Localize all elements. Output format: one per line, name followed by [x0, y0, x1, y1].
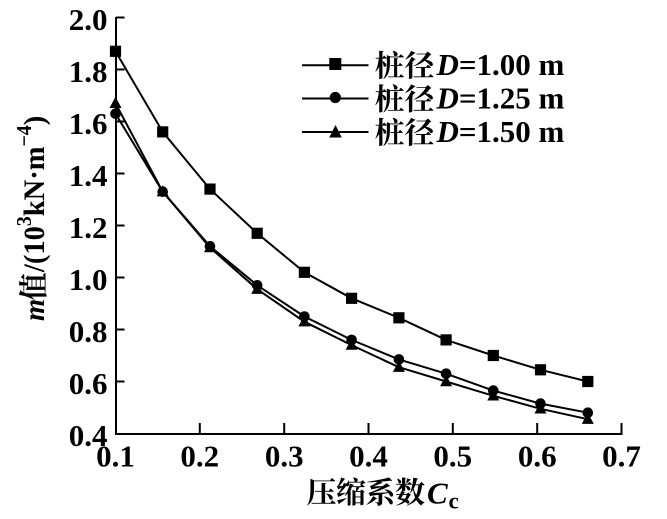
svg-text:0.2: 0.2 [180, 439, 219, 474]
svg-text:0.6: 0.6 [69, 366, 108, 401]
svg-text:1.8: 1.8 [69, 54, 108, 89]
svg-text:1.0: 1.0 [69, 262, 108, 297]
svg-text:c: c [449, 489, 459, 514]
svg-text:0.7: 0.7 [602, 439, 641, 474]
svg-text:0.8: 0.8 [69, 314, 108, 349]
svg-text:0.6: 0.6 [518, 439, 557, 474]
svg-text:D=1.25 m: D=1.25 m [436, 80, 565, 115]
svg-text:0.4: 0.4 [69, 418, 108, 453]
svg-text:D=1.00 m: D=1.00 m [436, 47, 565, 82]
svg-text:1.2: 1.2 [69, 210, 108, 245]
svg-text:1.6: 1.6 [69, 106, 108, 141]
svg-text:0.4: 0.4 [349, 439, 388, 474]
svg-text:0.3: 0.3 [265, 439, 304, 474]
svg-text:C: C [427, 476, 448, 511]
svg-text:m: m [18, 299, 51, 321]
svg-text:D=1.50 m: D=1.50 m [436, 114, 565, 149]
svg-text:0.1: 0.1 [96, 439, 135, 474]
svg-text:1.4: 1.4 [69, 158, 108, 193]
svg-text:2.0: 2.0 [69, 2, 108, 37]
svg-text:0.5: 0.5 [433, 439, 472, 474]
